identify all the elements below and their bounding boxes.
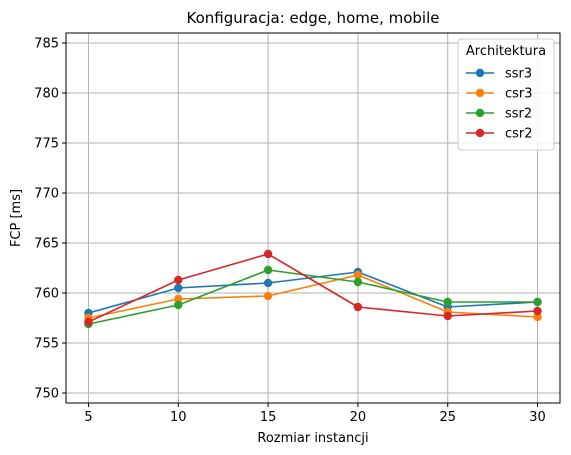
y-tick-label: 770	[34, 187, 59, 202]
x-tick-label: 30	[529, 410, 546, 425]
y-tick-label: 760	[34, 287, 59, 302]
legend-marker	[475, 68, 485, 78]
data-point-csr3	[533, 312, 542, 322]
series-line-csr2	[88, 253, 538, 323]
data-point-csr2	[84, 317, 93, 327]
data-point-csr2	[174, 275, 183, 285]
x-axis: 5 10 15 20 25 30	[84, 403, 546, 425]
data-point-ssr2	[443, 297, 452, 307]
x-tick-label: 5	[84, 410, 92, 425]
data-point-csr3	[174, 294, 183, 304]
legend-item-ssr2: ssr2	[466, 107, 532, 122]
series-line-ssr3	[88, 271, 538, 314]
series-line-csr3	[88, 274, 538, 319]
data-point-ssr2	[263, 265, 273, 275]
y-tick-label: 750	[34, 387, 59, 402]
data-point-csr3	[353, 270, 363, 280]
legend-marker	[475, 108, 485, 118]
data-point-csr2	[443, 311, 452, 321]
legend-label: ssr2	[505, 107, 532, 122]
legend-item-ssr3: ssr3	[466, 67, 532, 82]
plot-area-frame	[65, 32, 561, 404]
data-point-ssr2	[353, 277, 363, 287]
data-point-csr2	[533, 306, 542, 316]
y-tick-label: 785	[34, 37, 59, 52]
y-tick-label: 780	[34, 87, 59, 102]
legend-item-csr2: csr2	[466, 127, 533, 142]
series-lines	[84, 249, 542, 329]
x-axis-label: Rozmiar instancji	[257, 431, 368, 446]
data-point-csr3	[263, 291, 273, 301]
y-axis: 750 755 760 765 770 775 780 785	[34, 37, 66, 402]
legend-item-csr3: csr3	[466, 87, 533, 102]
y-axis-label: FCP [ms]	[9, 189, 24, 247]
legend: Architektura ssr3 csr3 ssr2 csr2	[457, 38, 555, 151]
x-tick-label: 25	[439, 410, 456, 425]
y-tick-label: 775	[34, 137, 59, 152]
data-point-csr2	[263, 249, 273, 259]
data-point-ssr2	[533, 297, 542, 307]
x-tick-label: 20	[350, 410, 367, 425]
legend-label: ssr3	[505, 67, 532, 82]
data-point-ssr3	[263, 278, 273, 288]
data-point-csr2	[353, 302, 363, 312]
x-tick-label: 15	[260, 410, 277, 425]
series-ssr2	[84, 265, 542, 329]
legend-label: csr3	[505, 87, 533, 102]
x-tick-label: 10	[170, 410, 187, 425]
data-point-ssr2	[174, 300, 183, 310]
y-tick-label: 765	[34, 237, 59, 252]
legend-box	[457, 38, 555, 151]
series-csr2	[84, 249, 542, 327]
y-tick-label: 755	[34, 337, 59, 352]
legend-items: ssr3 csr3 ssr2 csr2	[466, 67, 533, 142]
legend-label: csr2	[505, 127, 533, 142]
chart-title: Konfiguracja: edge, home, mobile	[186, 9, 439, 27]
legend-marker	[475, 128, 485, 138]
legend-title: Architektura	[466, 44, 546, 59]
series-line-ssr2	[88, 269, 538, 325]
data-point-ssr3	[174, 283, 183, 293]
grid	[66, 33, 560, 403]
legend-marker	[475, 88, 485, 98]
